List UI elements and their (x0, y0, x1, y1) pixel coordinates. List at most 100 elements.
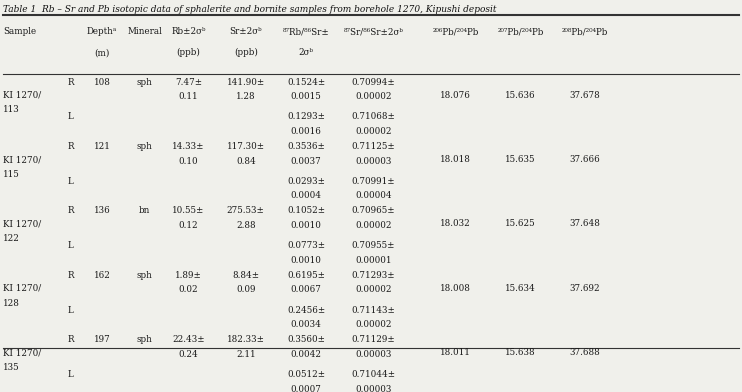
Text: R: R (68, 335, 73, 344)
Text: 0.0037: 0.0037 (291, 157, 321, 166)
Text: 0.0512±: 0.0512± (287, 370, 325, 379)
Text: 7.47±: 7.47± (175, 78, 202, 87)
Text: ⁸⁷Rb/⁸⁶Sr±: ⁸⁷Rb/⁸⁶Sr± (283, 27, 329, 36)
Text: KI 1270/: KI 1270/ (3, 91, 41, 100)
Text: 0.0034: 0.0034 (291, 320, 321, 329)
Text: 37.648: 37.648 (569, 220, 600, 229)
Text: 0.10: 0.10 (179, 157, 198, 166)
Text: 0.00003: 0.00003 (355, 350, 391, 359)
Text: 18.008: 18.008 (440, 284, 471, 293)
Text: 0.1052±: 0.1052± (287, 207, 325, 216)
Text: 15.638: 15.638 (505, 348, 536, 357)
Text: 10.55±: 10.55± (172, 207, 205, 216)
Text: 128: 128 (3, 299, 19, 307)
Text: 113: 113 (3, 105, 19, 114)
Text: 0.00003: 0.00003 (355, 157, 391, 166)
Text: 275.53±: 275.53± (227, 207, 265, 216)
Text: 162: 162 (93, 271, 111, 280)
Text: (ppb): (ppb) (177, 48, 200, 57)
Text: 15.634: 15.634 (505, 284, 536, 293)
Text: 0.71129±: 0.71129± (351, 335, 395, 344)
Text: 0.0010: 0.0010 (291, 221, 321, 230)
Text: ²⁰⁸Pb/²⁰⁴Pb: ²⁰⁸Pb/²⁰⁴Pb (562, 27, 608, 36)
Text: Rb±2σᵇ: Rb±2σᵇ (171, 27, 206, 36)
Text: 37.692: 37.692 (569, 284, 600, 293)
Text: 0.0773±: 0.0773± (287, 241, 325, 250)
Text: 15.625: 15.625 (505, 220, 536, 229)
Text: Sr±2σᵇ: Sr±2σᵇ (229, 27, 262, 36)
Text: bn: bn (139, 207, 151, 216)
Text: KI 1270/: KI 1270/ (3, 155, 41, 164)
Text: 0.0067: 0.0067 (291, 285, 321, 294)
Text: L: L (68, 113, 73, 122)
Text: 0.1293±: 0.1293± (287, 113, 325, 122)
Text: 0.1524±: 0.1524± (287, 78, 325, 87)
Text: sph: sph (137, 78, 153, 87)
Text: 0.12: 0.12 (179, 221, 198, 230)
Text: 0.09: 0.09 (236, 285, 255, 294)
Text: 0.0004: 0.0004 (291, 191, 322, 200)
Text: 18.018: 18.018 (440, 155, 471, 164)
Text: 115: 115 (3, 170, 19, 179)
Text: 0.11: 0.11 (179, 92, 198, 101)
Text: 0.71293±: 0.71293± (352, 271, 395, 280)
Text: 1.89±: 1.89± (175, 271, 202, 280)
Text: R: R (68, 207, 73, 216)
Text: KI 1270/: KI 1270/ (3, 220, 41, 229)
Text: 37.678: 37.678 (569, 91, 600, 100)
Text: L: L (68, 177, 73, 186)
Text: 141.90±: 141.90± (226, 78, 265, 87)
Text: 0.00002: 0.00002 (355, 320, 392, 329)
Text: 0.70955±: 0.70955± (352, 241, 395, 250)
Text: 0.0010: 0.0010 (291, 256, 321, 265)
Text: 121: 121 (93, 142, 111, 151)
Text: 0.00002: 0.00002 (355, 221, 392, 230)
Text: 37.688: 37.688 (569, 348, 600, 357)
Text: 0.00002: 0.00002 (355, 285, 392, 294)
Text: (ppb): (ppb) (234, 48, 257, 57)
Text: 18.032: 18.032 (440, 220, 471, 229)
Text: Table 1  Rb – Sr and Pb isotopic data of sphalerite and bornite samples from bor: Table 1 Rb – Sr and Pb isotopic data of … (3, 5, 496, 13)
Text: 0.71125±: 0.71125± (351, 142, 395, 151)
Text: 108: 108 (93, 78, 111, 87)
Text: 0.84: 0.84 (236, 157, 256, 166)
Text: sph: sph (137, 271, 153, 280)
Text: L: L (68, 306, 73, 315)
Text: 22.43±: 22.43± (172, 335, 205, 344)
Text: R: R (68, 271, 73, 280)
Text: 15.636: 15.636 (505, 91, 536, 100)
Text: 0.70994±: 0.70994± (351, 78, 395, 87)
Text: 0.71044±: 0.71044± (351, 370, 395, 379)
Text: 0.0042: 0.0042 (291, 350, 322, 359)
Text: KI 1270/: KI 1270/ (3, 284, 41, 293)
Text: 0.2456±: 0.2456± (287, 306, 325, 315)
Text: ⁸⁷Sr/⁸⁶Sr±2σᵇ: ⁸⁷Sr/⁸⁶Sr±2σᵇ (344, 27, 403, 36)
Text: 197: 197 (93, 335, 111, 344)
Text: 0.0007: 0.0007 (291, 385, 321, 392)
Text: (m): (m) (94, 48, 110, 57)
Text: 37.666: 37.666 (569, 155, 600, 164)
Text: 0.0293±: 0.0293± (287, 177, 325, 186)
Text: 8.84±: 8.84± (232, 271, 260, 280)
Text: sph: sph (137, 335, 153, 344)
Text: 2.11: 2.11 (236, 350, 255, 359)
Text: 182.33±: 182.33± (227, 335, 265, 344)
Text: 136: 136 (93, 207, 111, 216)
Text: 0.00002: 0.00002 (355, 92, 392, 101)
Text: R: R (68, 78, 73, 87)
Text: 0.3560±: 0.3560± (287, 335, 325, 344)
Text: 18.011: 18.011 (440, 348, 471, 357)
Text: 122: 122 (3, 234, 19, 243)
Text: 0.00004: 0.00004 (355, 191, 392, 200)
Text: ²⁰⁷Pb/²⁰⁴Pb: ²⁰⁷Pb/²⁰⁴Pb (497, 27, 544, 36)
Text: 0.0015: 0.0015 (291, 92, 321, 101)
Text: 14.33±: 14.33± (172, 142, 205, 151)
Text: 0.3536±: 0.3536± (287, 142, 325, 151)
Text: L: L (68, 241, 73, 250)
Text: sph: sph (137, 142, 153, 151)
Text: 2σᵇ: 2σᵇ (299, 48, 314, 57)
Text: 0.70965±: 0.70965± (352, 207, 395, 216)
Text: 0.6195±: 0.6195± (287, 271, 325, 280)
Text: 117.30±: 117.30± (227, 142, 265, 151)
Text: 1.28: 1.28 (236, 92, 255, 101)
